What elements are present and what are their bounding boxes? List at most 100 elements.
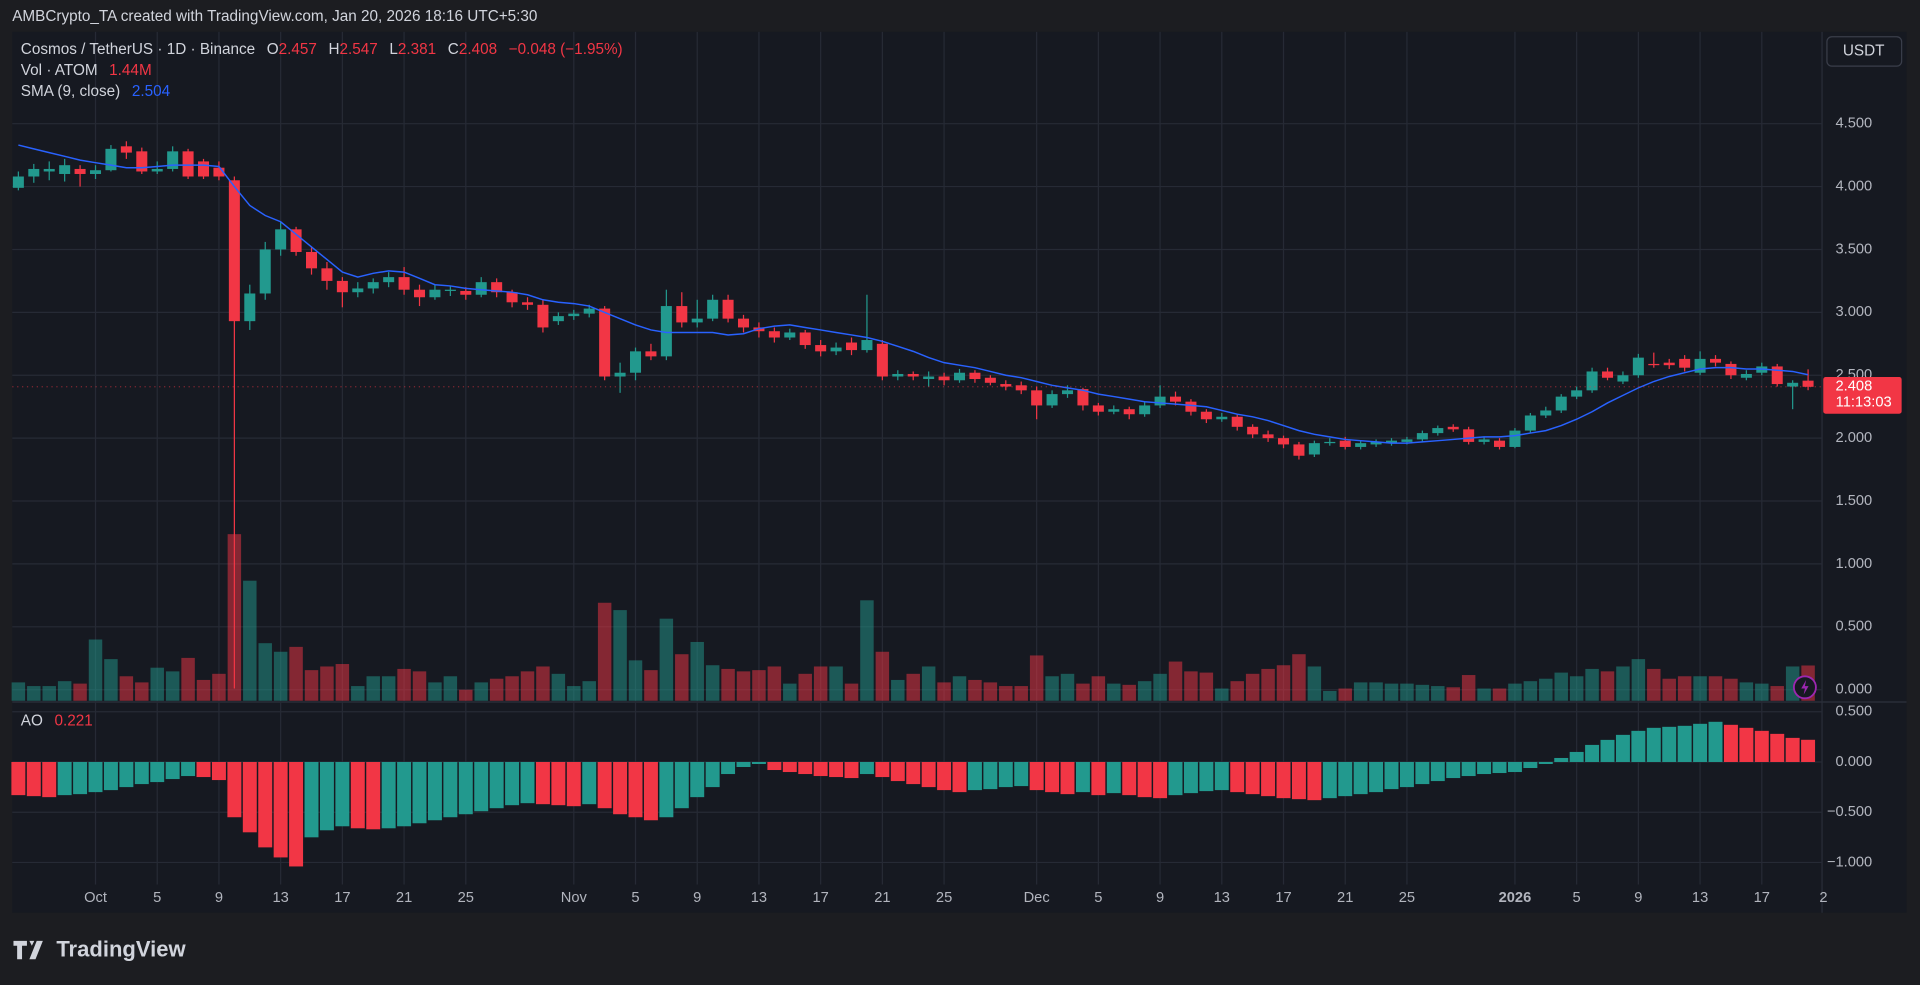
x-tick-label: 25 [1399, 890, 1415, 906]
volume-bar [1029, 655, 1044, 701]
candle-body [738, 318, 750, 328]
ao-bar [42, 761, 57, 798]
ao-bar [1492, 761, 1507, 774]
candle-body [1725, 363, 1737, 376]
ao-bar [859, 761, 874, 775]
candle-body [660, 306, 672, 357]
price-tag [1823, 377, 1902, 414]
candle-body [630, 351, 642, 373]
x-tick-label: Dec [1024, 890, 1050, 906]
y-tick-label: 3.000 [1835, 304, 1872, 320]
volume-bar [1708, 676, 1723, 701]
ao-bar [1245, 761, 1260, 795]
volume-bar [1554, 672, 1568, 701]
candle-body [1231, 416, 1243, 427]
candle-body [120, 146, 132, 153]
x-tick-label: 17 [334, 890, 350, 906]
volume-bar [1153, 673, 1167, 701]
candle-body [1000, 384, 1012, 387]
x-tick-label: 13 [272, 890, 288, 906]
candle-body [599, 308, 611, 377]
y-tick-label: 0.000 [1835, 682, 1872, 698]
ao-bar [304, 761, 319, 838]
currency-button[interactable] [1826, 36, 1903, 67]
volume-bar [474, 682, 488, 701]
ao-bar [1739, 727, 1754, 762]
candle-body [59, 165, 71, 174]
ao-bar [412, 761, 427, 824]
candle-body [1586, 371, 1598, 391]
volume-bar [1292, 654, 1306, 701]
candle-body [1170, 396, 1182, 402]
candle-body [938, 376, 950, 381]
candle-body [892, 373, 904, 377]
x-tick-label: 21 [1337, 890, 1353, 906]
low-value: 2.381 [398, 41, 436, 58]
currency[interactable]: USDT [1843, 42, 1885, 59]
ao-bar [829, 761, 844, 778]
volume-bar [1755, 683, 1769, 701]
ao-bar [1615, 734, 1630, 762]
ao-bar [1137, 761, 1152, 798]
ao-bar [1075, 761, 1090, 793]
volume-bar [1677, 676, 1692, 701]
volume-bar [628, 660, 643, 701]
candle-body [1416, 433, 1428, 440]
ao-bar [1523, 761, 1538, 769]
x-tick-label: 5 [1094, 890, 1102, 906]
ao-bar [921, 761, 936, 788]
ao-bar [1338, 761, 1353, 797]
volume-bar [1091, 676, 1106, 701]
volume-bar [736, 671, 751, 701]
ao-bar [11, 761, 26, 796]
ao-bar [1230, 761, 1245, 793]
ao-bar [520, 761, 535, 804]
x-tick-label: 9 [215, 890, 223, 906]
volume-bar [659, 618, 674, 701]
x-tick-label: 5 [631, 890, 639, 906]
volume-bar [1137, 681, 1152, 701]
ao-bar [1585, 744, 1600, 762]
candle-body [182, 151, 194, 177]
candle-body [583, 308, 595, 314]
volume-bar [412, 671, 427, 701]
volume-bar [381, 676, 396, 701]
volume-bar [906, 673, 920, 701]
candle-body [552, 316, 564, 322]
y-tick-label: 1.000 [1835, 556, 1872, 572]
ao-bar [119, 761, 134, 788]
ao-bar [1554, 757, 1569, 762]
candle-body [198, 161, 210, 177]
volume-bar [366, 676, 380, 701]
ao-bar [1677, 725, 1692, 762]
volume-bar [675, 654, 689, 701]
volume-bar [1014, 686, 1028, 701]
volume-bar [1215, 688, 1229, 701]
volume-bar [489, 678, 504, 701]
candle-body [1031, 390, 1043, 406]
volume-bar [1693, 676, 1707, 701]
volume-bar [1199, 672, 1214, 701]
ao-bar [1060, 761, 1075, 795]
ao-bar [798, 761, 813, 775]
candle-body [1324, 441, 1336, 444]
volume-bar [1616, 666, 1630, 701]
x-tick-label: Nov [561, 890, 588, 906]
y-tick-label: 1.500 [1835, 493, 1872, 509]
candle-body [1571, 390, 1583, 397]
candle-body [1432, 428, 1444, 434]
ao-bar [1723, 724, 1738, 762]
volume-bar [983, 682, 998, 701]
candle-body [1200, 411, 1212, 420]
candle-body [1524, 415, 1536, 431]
volume-bar [1724, 678, 1738, 701]
alert-bolt[interactable] [1801, 679, 1809, 695]
volume-bar [27, 686, 41, 701]
ao-bar [1029, 761, 1044, 791]
ao-bar [273, 761, 288, 858]
alert-icon[interactable] [1792, 675, 1817, 700]
candle-body [676, 306, 688, 323]
ao-bar [813, 761, 828, 777]
volume-bar [783, 683, 797, 701]
ao-bar [535, 761, 550, 805]
